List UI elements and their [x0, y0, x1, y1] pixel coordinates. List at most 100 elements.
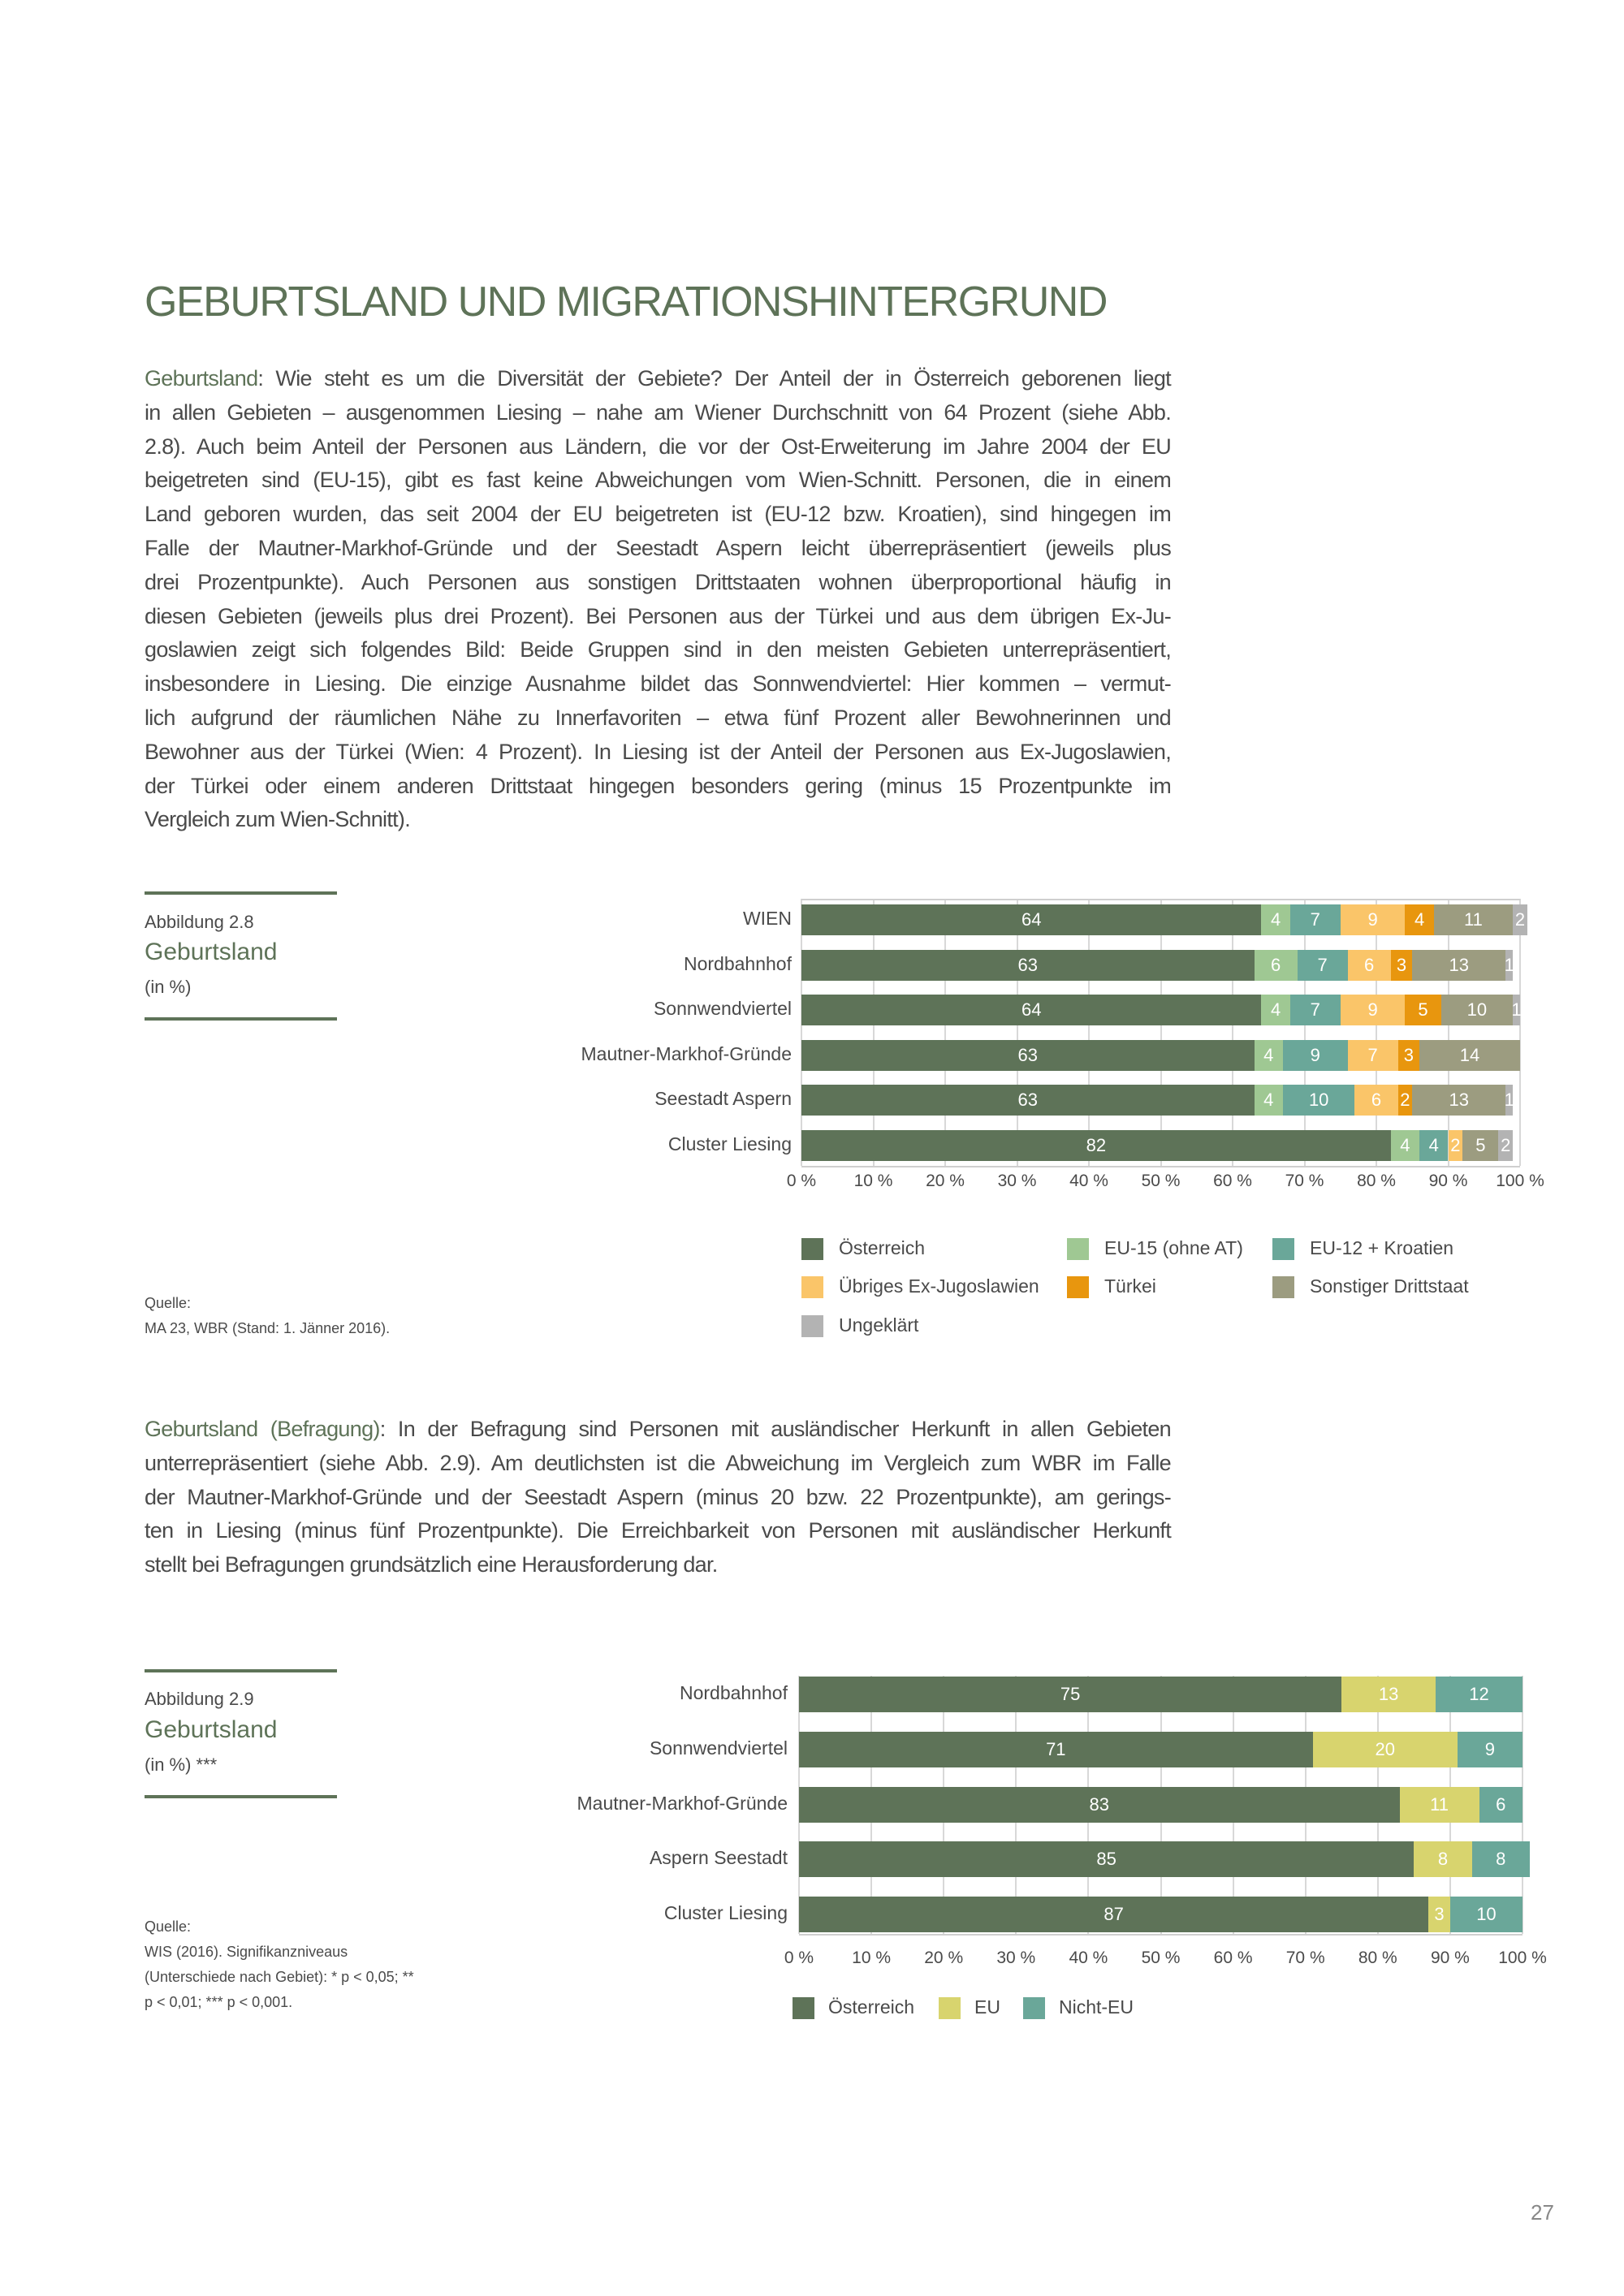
bar-segment: 5	[1462, 1129, 1499, 1161]
x-tick-label: 90 %	[1430, 1949, 1470, 1967]
bar-segment: 6	[1479, 1786, 1522, 1823]
x-axis-line	[799, 1934, 1522, 1936]
data-label: 4	[1270, 999, 1281, 1020]
bar-segment: 63	[801, 1085, 1255, 1116]
bar-segment: 75	[799, 1677, 1342, 1712]
page-number: 27	[1531, 2200, 1554, 2225]
data-label: 2	[1501, 1134, 1511, 1155]
data-label: 3	[1434, 1904, 1445, 1925]
gridline	[1522, 1676, 1523, 1934]
data-label: 82	[1086, 1134, 1107, 1155]
data-label: 2	[1400, 1090, 1410, 1110]
data-label: 4	[1400, 1134, 1410, 1155]
gridline	[1016, 899, 1018, 1166]
source-label: Quelle:	[145, 1295, 192, 1311]
bar-segment: 11	[1433, 904, 1514, 935]
category-label: Aspern Seestadt	[649, 1847, 788, 1869]
bar-segment: 4	[1261, 995, 1290, 1025]
data-label: 9	[1484, 1738, 1496, 1759]
bar-segment: 10	[1440, 995, 1514, 1025]
figure-number: Abbildung 2.8	[145, 912, 254, 932]
data-label: 63	[1017, 1044, 1039, 1065]
category-label: Sonnwendviertel	[653, 998, 792, 1019]
paragraph-line: Land geboren wurden, das seit 2004 der E…	[145, 502, 1172, 527]
bar-segment: 9	[1282, 1039, 1348, 1071]
bar-segment: 13	[1341, 1677, 1436, 1712]
data-label: 7	[1310, 909, 1320, 930]
source-text: WIS (2016). Signifikanzniveaus	[145, 1944, 348, 1960]
legend-swatch	[1023, 1997, 1045, 2019]
data-label: 9	[1367, 909, 1378, 930]
source-text: (Unterschiede nach Gebiet): * p < 0,05; …	[145, 1969, 414, 1985]
figure-number: Abbildung 2.9	[145, 1689, 254, 1709]
x-tick-label: 70 %	[1285, 1949, 1325, 1967]
paragraph-text: : Wie steht es um die Diversität der Geb…	[257, 366, 1171, 391]
bar-segment: 64	[801, 995, 1262, 1025]
bar-segment: 10	[1449, 1897, 1522, 1933]
legend-swatch	[1067, 1276, 1089, 1298]
bar-segment: 9	[1340, 995, 1406, 1025]
paragraph-line: Bewohner aus der Türkei (Wien: 4 Prozent…	[145, 739, 1172, 764]
bar-segment: 3	[1390, 949, 1413, 981]
category-label: Mautner-Markhof-Gründe	[581, 1042, 793, 1064]
x-tick-label: 90 %	[1428, 1172, 1468, 1190]
bar-segment: 2	[1448, 1129, 1463, 1161]
bar-segment: 9	[1340, 904, 1406, 935]
bar-segment: 71	[799, 1731, 1313, 1767]
bar-segment: 10	[1282, 1085, 1355, 1116]
data-label: 83	[1089, 1793, 1109, 1815]
bar-segment: 13	[1412, 949, 1506, 981]
legend-label: Türkei	[1104, 1275, 1156, 1297]
legend-swatch	[1272, 1238, 1294, 1260]
data-label: 4	[1414, 909, 1425, 930]
data-label: 2	[1450, 1134, 1461, 1155]
figure-bottom-rule	[145, 1017, 337, 1021]
data-label: 9	[1367, 999, 1378, 1020]
figure-title: Geburtsland	[145, 939, 278, 965]
bar-segment: 6	[1347, 949, 1391, 981]
bar-segment: 64	[801, 904, 1262, 935]
paragraph-line: beigetreten sind (EU-15), gibt es fast k…	[145, 468, 1172, 493]
data-label: 87	[1104, 1904, 1124, 1925]
legend-label: EU-15 (ohne AT)	[1104, 1237, 1243, 1258]
bar-segment: 7	[1289, 995, 1341, 1025]
data-label: 2	[1514, 909, 1526, 930]
bar-segment: 63	[801, 1039, 1255, 1071]
data-label: 6	[1371, 1090, 1382, 1110]
paragraph-line: Vergleich zum Wien-Schnitt).	[145, 807, 411, 832]
category-label: WIEN	[742, 908, 792, 929]
x-tick-label: 0 %	[784, 1949, 814, 1967]
bar-segment: 4	[1261, 904, 1290, 935]
bar-segment: 4	[1390, 1129, 1420, 1161]
figure-unit: (in %) ***	[145, 1754, 218, 1775]
paragraph-line: unterrepräsentiert (siehe Abb. 2.9). Am …	[145, 1450, 1172, 1475]
source-text: p < 0,01; *** p < 0,001.	[145, 1994, 293, 2010]
data-label: 1	[1504, 1090, 1514, 1110]
category-label: Sonnwendviertel	[649, 1737, 788, 1759]
data-label: 85	[1096, 1849, 1116, 1870]
gridline	[1232, 899, 1233, 1166]
bar-segment: 12	[1436, 1677, 1522, 1712]
data-label: 11	[1464, 909, 1483, 930]
data-label: 20	[1375, 1738, 1395, 1759]
paragraph-line: Geburtsland (Befragung): In der Befragun…	[145, 1413, 1172, 1447]
bar-segment: 20	[1312, 1731, 1458, 1767]
category-label: Mautner-Markhof-Gründe	[577, 1792, 788, 1814]
bar-segment: 13	[1412, 1085, 1506, 1116]
category-label: Cluster Liesing	[663, 1902, 788, 1924]
legend-swatch	[801, 1238, 823, 1260]
legend-label: Ungeklärt	[839, 1314, 919, 1336]
paragraph-line: 2.8). Auch beim Anteil der Personen aus …	[145, 434, 1172, 459]
bar-segment: 82	[801, 1129, 1391, 1161]
bar-segment: 1	[1504, 1085, 1514, 1116]
figure-bottom-rule	[145, 1795, 337, 1798]
paragraph-line: drei Prozentpunkte). Auch Personen aus s…	[145, 569, 1172, 594]
legend-swatch	[801, 1276, 823, 1298]
bar-segment: 83	[799, 1786, 1400, 1823]
bar-segment: 1	[1505, 949, 1514, 981]
paragraph-lead: Geburtsland (Befragung)	[145, 1417, 380, 1441]
body-paragraph-birth-country: Geburtsland: Wie steht es um die Diversi…	[145, 362, 1172, 837]
legend-swatch	[1272, 1276, 1294, 1298]
gridline	[1160, 899, 1162, 1166]
legend-label: EU-12 + Kroatien	[1310, 1237, 1454, 1258]
